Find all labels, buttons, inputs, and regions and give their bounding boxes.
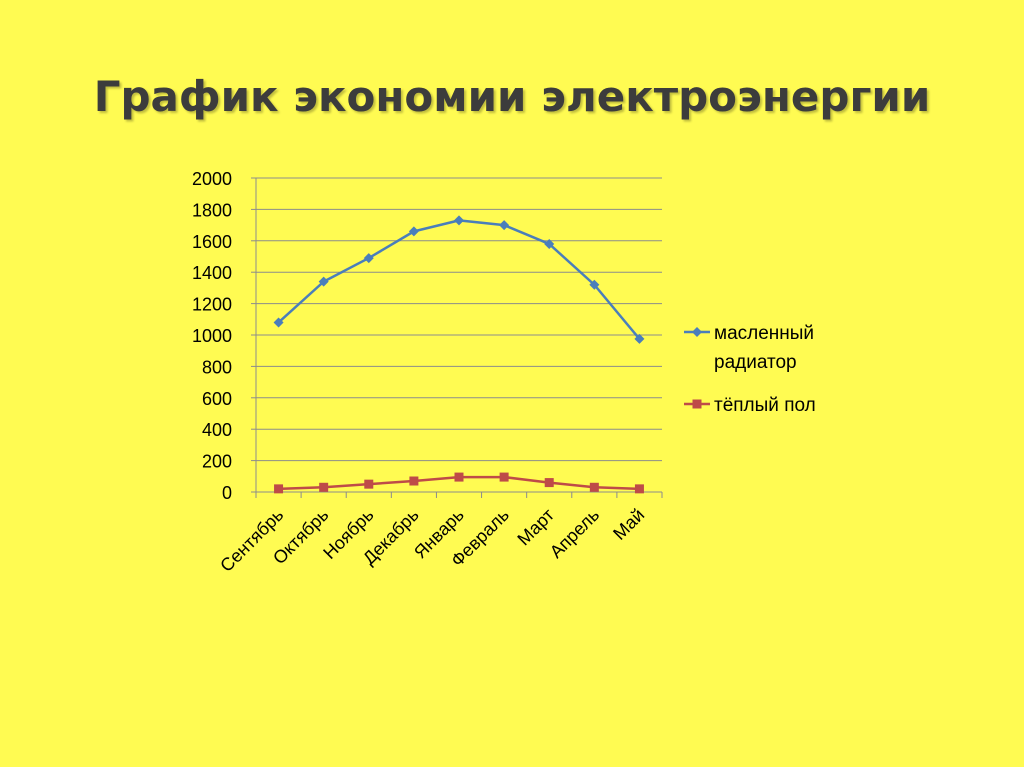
data-point bbox=[544, 478, 554, 488]
y-tick-label: 1000 bbox=[192, 326, 232, 346]
legend-marker bbox=[692, 327, 702, 337]
data-point bbox=[499, 220, 510, 231]
data-point bbox=[364, 479, 374, 489]
legend-marker bbox=[692, 399, 702, 409]
y-tick-label: 800 bbox=[202, 357, 232, 377]
data-point bbox=[454, 472, 464, 482]
data-point bbox=[318, 276, 329, 287]
data-point bbox=[454, 215, 464, 226]
y-tick-label: 200 bbox=[202, 452, 232, 472]
data-point bbox=[363, 253, 374, 264]
y-tick-label: 1800 bbox=[192, 200, 232, 220]
y-tick-label: 600 bbox=[202, 389, 232, 409]
y-tick-label: 1200 bbox=[192, 295, 232, 315]
data-point bbox=[274, 484, 284, 494]
y-tick-label: 1600 bbox=[192, 232, 232, 252]
data-point bbox=[634, 484, 644, 494]
data-point bbox=[634, 333, 645, 344]
y-tick-label: 0 bbox=[222, 483, 232, 503]
x-tick-label: Апрель bbox=[546, 505, 603, 562]
data-point bbox=[408, 226, 419, 237]
data-point bbox=[409, 476, 419, 486]
slide-title: График экономии электроэнергии bbox=[93, 72, 931, 121]
data-point bbox=[273, 317, 284, 328]
series-line bbox=[277, 219, 641, 340]
data-point bbox=[499, 472, 509, 482]
y-tick-label: 400 bbox=[202, 420, 232, 440]
data-point bbox=[589, 482, 599, 492]
legend-label: тёплый пол bbox=[714, 395, 816, 416]
data-point bbox=[544, 238, 555, 249]
x-tick-label: Май bbox=[609, 505, 648, 544]
y-tick-label: 2000 bbox=[192, 169, 232, 189]
legend-label: масленный bbox=[714, 323, 814, 344]
y-tick-label: 1400 bbox=[192, 263, 232, 283]
legend-label: радиатор bbox=[714, 352, 797, 373]
x-tick-label: Сентябрь bbox=[216, 505, 287, 576]
data-point bbox=[589, 279, 600, 290]
data-point bbox=[319, 482, 329, 492]
